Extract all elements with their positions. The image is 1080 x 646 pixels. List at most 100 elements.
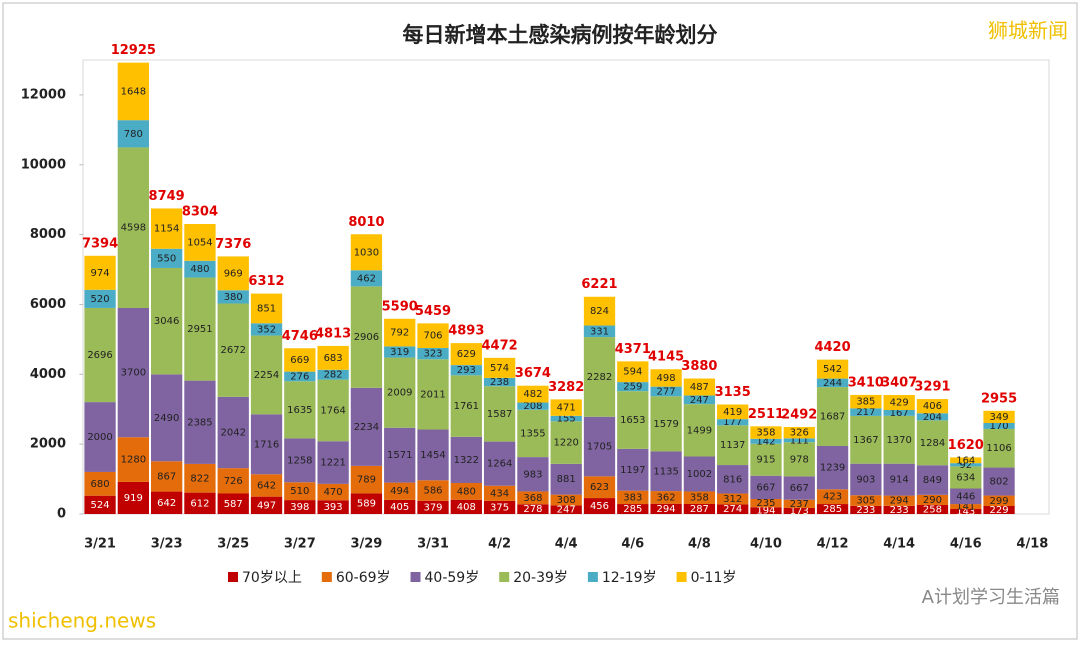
bar-segment xyxy=(384,499,416,514)
bar-segment xyxy=(350,493,383,514)
bar-segment xyxy=(284,482,316,501)
watermark: A计划学习生活篇 xyxy=(922,587,1060,608)
data-label: 274 xyxy=(723,504,742,515)
data-label: 434 xyxy=(490,488,509,499)
bar-segment xyxy=(983,428,1015,468)
bar-segment xyxy=(150,461,183,492)
data-label: 287 xyxy=(690,504,709,515)
bar-segment xyxy=(983,495,1015,507)
bar-segment xyxy=(284,348,316,372)
watermark: shicheng.news xyxy=(8,609,156,633)
bar-segment xyxy=(450,436,482,483)
bar-segment xyxy=(417,359,449,430)
total-label: 8749 xyxy=(149,189,185,204)
data-label: 780 xyxy=(124,129,143,140)
data-label: 1716 xyxy=(254,439,279,450)
data-label: 352 xyxy=(257,324,276,335)
bar-segment xyxy=(550,494,582,506)
data-label: 497 xyxy=(257,500,276,511)
data-label: 358 xyxy=(756,428,775,439)
bar-segment xyxy=(184,260,216,278)
bar-segment xyxy=(717,504,749,514)
total-label: 5590 xyxy=(382,299,418,314)
bar-segment xyxy=(384,427,416,483)
data-label: 629 xyxy=(457,349,476,360)
bar-segment xyxy=(150,267,183,375)
total-label: 1620 xyxy=(948,438,984,453)
data-label: 217 xyxy=(856,407,875,418)
data-label: 308 xyxy=(557,495,576,506)
data-label: 2696 xyxy=(87,350,112,361)
bar-segment xyxy=(617,504,649,514)
data-label: 2490 xyxy=(154,413,179,424)
data-label: 362 xyxy=(657,492,676,503)
data-label: 969 xyxy=(224,268,243,279)
bar-segment xyxy=(184,277,216,381)
bar-segment xyxy=(317,369,349,380)
bar-segment xyxy=(150,491,183,514)
data-label: 1135 xyxy=(653,466,678,477)
total-label: 8304 xyxy=(182,204,218,219)
bar-segment xyxy=(650,503,682,514)
bar-segment xyxy=(550,399,582,416)
data-label: 238 xyxy=(490,377,509,388)
bar-segment xyxy=(683,456,716,492)
data-label: 380 xyxy=(224,292,243,303)
data-label: 1454 xyxy=(420,450,445,461)
bar-segment xyxy=(617,391,649,449)
data-label: 177 xyxy=(723,417,742,428)
bar-segment xyxy=(583,498,616,514)
data-label: 510 xyxy=(290,486,309,497)
data-label: 305 xyxy=(856,496,875,507)
bar-segment xyxy=(783,507,815,514)
bar-segment xyxy=(583,337,616,417)
data-label: 1284 xyxy=(920,438,945,449)
data-label: 385 xyxy=(856,397,875,408)
bar-segment xyxy=(883,505,915,514)
data-label: 312 xyxy=(723,494,742,505)
bar-segment xyxy=(384,318,416,347)
data-label: 358 xyxy=(690,493,709,504)
data-label: 446 xyxy=(956,491,975,502)
bar-segment xyxy=(783,426,815,439)
bar-segment xyxy=(483,377,516,387)
data-label: 480 xyxy=(457,486,476,497)
data-label: 915 xyxy=(756,455,775,466)
y-tick-label: 0 xyxy=(57,507,66,522)
bar-segment xyxy=(317,345,349,370)
data-label: 229 xyxy=(990,505,1009,516)
data-label: 141 xyxy=(956,502,975,513)
bar-segment xyxy=(184,492,216,514)
bar-segment xyxy=(317,379,349,442)
bar-segment xyxy=(550,463,582,495)
bar-segment xyxy=(783,442,815,477)
data-label: 277 xyxy=(657,386,676,397)
y-tick-label: 10000 xyxy=(21,157,66,172)
data-label: 824 xyxy=(590,306,609,317)
data-label: 1764 xyxy=(320,405,345,416)
bar-segment xyxy=(916,504,949,514)
legend-label: 0-11岁 xyxy=(691,570,737,586)
data-label: 368 xyxy=(523,493,542,504)
data-label: 1687 xyxy=(820,412,845,423)
bar-segment xyxy=(850,415,882,464)
legend-label: 40-59岁 xyxy=(425,570,480,586)
data-label: 2000 xyxy=(87,432,112,443)
bar-segment xyxy=(350,286,383,388)
bar-segment xyxy=(816,504,849,514)
bar-segment xyxy=(450,375,482,437)
data-label: 1154 xyxy=(154,224,179,235)
bar-segment xyxy=(916,413,949,421)
bar-segment xyxy=(983,506,1015,514)
bar-segment xyxy=(117,120,149,148)
bar-segment xyxy=(117,481,149,514)
data-label: 1370 xyxy=(886,435,911,446)
bar-segment xyxy=(650,396,682,452)
bar-segment xyxy=(250,323,283,336)
legend-swatch xyxy=(228,572,238,582)
data-label: 142 xyxy=(756,436,775,447)
data-label: 494 xyxy=(390,486,409,497)
bar-segment xyxy=(550,505,582,514)
data-label: 1106 xyxy=(986,443,1011,454)
bar-segment xyxy=(750,499,782,508)
